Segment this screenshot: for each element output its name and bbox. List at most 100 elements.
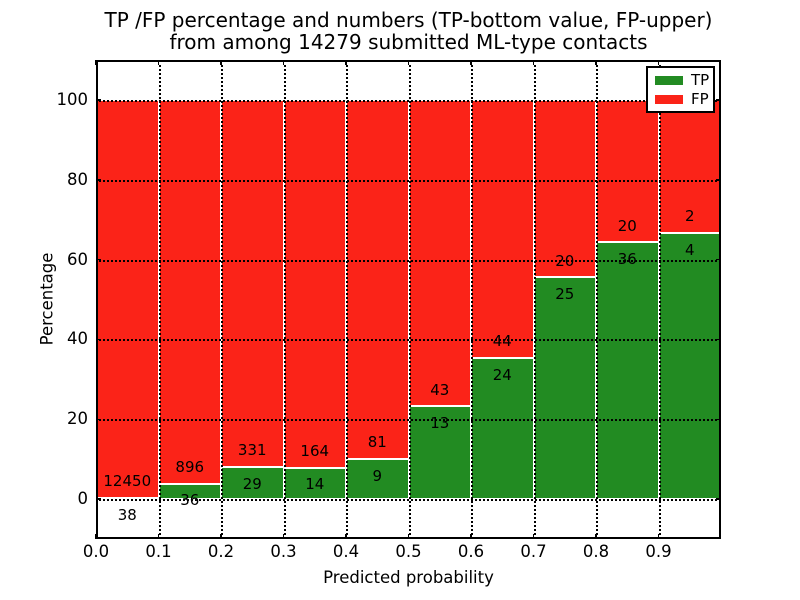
tp-count-label: 24 — [492, 365, 512, 384]
legend-swatch-fp — [655, 94, 683, 104]
x-tick-label: 0.2 — [207, 542, 235, 561]
x-tick-mark — [220, 534, 222, 539]
fp-count-label: 43 — [430, 380, 450, 399]
x-tick-mark-top — [532, 60, 535, 65]
x-tick-label: 0.0 — [82, 542, 110, 561]
fp-bar-segment — [221, 99, 284, 467]
x-tick-label: 0.7 — [520, 542, 547, 561]
x-axis-label: Predicted probability — [323, 568, 494, 587]
x-tick-mark-top — [657, 60, 660, 65]
y-tick-mark-right — [716, 498, 721, 500]
x-tick-label: 0.6 — [457, 542, 485, 561]
fp-count-label: 81 — [367, 433, 387, 452]
fp-bar-segment — [346, 99, 409, 460]
y-tick-label: 100 — [56, 89, 89, 109]
tp-bar-segment — [221, 466, 284, 500]
vertical-gridline — [471, 60, 473, 539]
legend-entry-tp: TP — [655, 70, 713, 89]
x-tick-mark — [470, 534, 472, 539]
x-tick-mark-top — [470, 60, 472, 65]
fp-bar-segment — [408, 99, 471, 407]
fp-bar-segment — [471, 99, 534, 359]
tp-bar-segment — [658, 232, 721, 500]
y-tick-mark-right — [716, 258, 721, 261]
chart-title: TP /FP percentage and numbers (TP-bottom… — [96, 9, 721, 53]
horizontal-gridline — [96, 339, 721, 342]
y-tick-mark-right — [716, 179, 721, 181]
y-tick-mark-right — [716, 418, 721, 420]
vertical-gridline — [658, 60, 661, 539]
x-tick-mark — [532, 534, 535, 539]
x-tick-label: 0.8 — [582, 542, 610, 561]
y-tick-mark — [96, 338, 101, 341]
fp-count-label: 896 — [175, 457, 205, 476]
chart-title-line-1: TP /FP percentage and numbers (TP-bottom… — [104, 8, 713, 32]
fp-bar-segment — [283, 99, 346, 468]
x-tick-mark-top — [345, 60, 347, 65]
y-tick-mark-right — [716, 99, 721, 101]
tp-count-label: 14 — [305, 475, 325, 494]
y-tick-mark — [96, 179, 101, 181]
tp-bar-segment — [596, 242, 659, 500]
fp-count-label: 12450 — [103, 472, 152, 491]
legend-swatch-tp — [655, 75, 683, 85]
tp-count-label: 4 — [684, 240, 695, 259]
vertical-gridline — [221, 60, 223, 539]
x-tick-mark — [595, 534, 597, 539]
y-tick-mark-right — [716, 338, 721, 341]
fp-count-label: 331 — [237, 441, 267, 460]
horizontal-gridline — [96, 259, 721, 262]
tp-count-label: 36 — [180, 491, 200, 510]
y-tick-mark — [96, 418, 101, 420]
fp-bar-segment — [158, 99, 221, 484]
y-tick-label: 40 — [67, 329, 88, 349]
x-tick-mark-top — [220, 60, 222, 65]
y-tick-label: 80 — [67, 169, 88, 189]
x-tick-label: 0.9 — [645, 542, 672, 561]
x-tick-mark-top — [282, 60, 285, 65]
tp-count-label: 13 — [430, 414, 450, 433]
fp-bar-segment — [96, 99, 159, 498]
tp-count-label: 29 — [242, 474, 262, 493]
x-tick-label: 0.1 — [145, 542, 172, 561]
horizontal-gridline — [96, 179, 721, 182]
vertical-gridline — [408, 60, 411, 539]
vertical-gridline — [283, 60, 286, 539]
x-tick-mark-top — [95, 60, 97, 65]
horizontal-gridline — [96, 499, 721, 502]
y-tick-mark — [96, 258, 101, 261]
fp-count-label: 44 — [492, 332, 512, 351]
tp-bar-segment — [533, 277, 596, 500]
chart-title-line-2: from among 14279 submitted ML-type conta… — [169, 30, 648, 54]
vertical-gridline — [158, 60, 161, 539]
horizontal-gridline — [96, 99, 721, 102]
horizontal-gridline — [96, 419, 721, 422]
x-tick-mark — [345, 534, 347, 539]
fp-bar-segment — [658, 99, 721, 233]
y-tick-label: 60 — [67, 249, 88, 269]
fp-count-label: 164 — [300, 441, 330, 460]
fp-count-label: 20 — [555, 251, 575, 270]
x-tick-mark — [407, 534, 410, 539]
x-tick-mark — [657, 534, 660, 539]
y-tick-mark — [96, 99, 101, 101]
x-tick-mark-top — [157, 60, 160, 65]
legend-label-tp: TP — [691, 70, 710, 89]
tp-count-label: 36 — [617, 250, 637, 269]
y-tick-label: 20 — [67, 409, 88, 429]
tp-count-label: 25 — [555, 285, 575, 304]
x-tick-label: 0.5 — [395, 542, 422, 561]
tp-bar-segment — [283, 467, 346, 500]
legend-label-fp: FP — [691, 89, 709, 108]
legend: TP FP — [646, 66, 715, 113]
x-tick-mark — [95, 534, 97, 539]
x-tick-mark-top — [407, 60, 410, 65]
fp-count-label: 20 — [617, 216, 637, 235]
tp-count-label: 38 — [117, 505, 137, 524]
x-tick-label: 0.3 — [270, 542, 297, 561]
fp-count-label: 2 — [684, 207, 695, 226]
vertical-gridline — [533, 60, 536, 539]
x-tick-mark — [157, 534, 160, 539]
tp-count-label: 9 — [372, 466, 383, 485]
plot-area: 12450 38 896 36 331 29 164 14 81 9 43 13 44 24 20 25 20 3… — [96, 60, 721, 539]
